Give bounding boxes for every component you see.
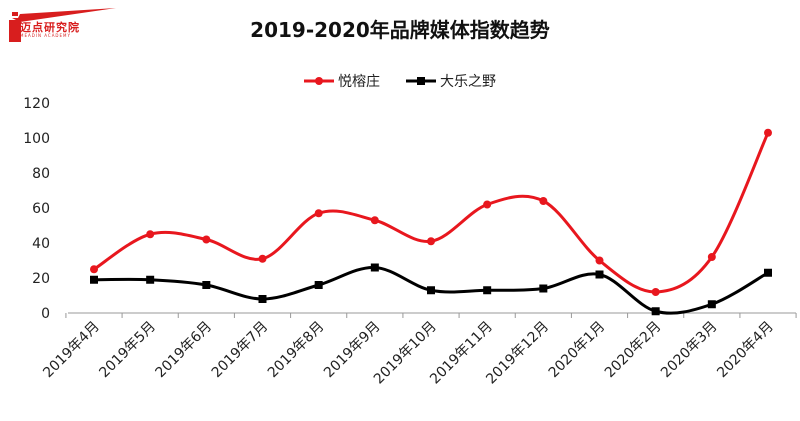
y-tick-label: 100 — [23, 131, 50, 147]
chart-title: 2019-2020年品牌媒体指数趋势 — [250, 18, 550, 42]
x-tick-label: 2020年2月 — [602, 319, 665, 382]
legend-label-series-2: 大乐之野 — [440, 74, 496, 90]
y-tick-label: 0 — [41, 306, 50, 322]
series-1-point — [651, 288, 660, 296]
legend-marker-series-1 — [315, 77, 323, 85]
series-1-point — [314, 209, 323, 218]
series-2-point — [427, 286, 435, 295]
series-2-point — [370, 263, 379, 272]
series-2-point — [314, 281, 323, 289]
x-tick-label: 2019年7月 — [209, 319, 272, 382]
logo-flag-icon — [12, 8, 116, 22]
x-tick-label: 2020年4月 — [714, 319, 777, 382]
y-tick-label: 20 — [32, 271, 50, 287]
series-2-point — [764, 268, 772, 277]
legend: 悦榕庄 大乐之野 — [304, 73, 496, 90]
series-2-point — [483, 286, 492, 295]
logo-subtext: MEADIN ACADEMY — [20, 33, 71, 38]
x-tick-label: 2019年8月 — [265, 319, 328, 382]
series-2-point — [90, 275, 98, 284]
series-2-point — [595, 270, 604, 279]
series-2-point — [707, 300, 716, 309]
x-axis: 2019年4月2019年5月2019年6月2019年7月2019年8月2019年… — [40, 312, 797, 387]
y-tick-label: 40 — [32, 236, 50, 252]
legend-marker-series-2 — [417, 77, 425, 85]
x-tick-label: 2020年3月 — [658, 319, 721, 382]
series-1-point — [764, 128, 772, 137]
series-1-point — [202, 235, 211, 244]
series-1-point — [370, 216, 379, 225]
series-1-point — [258, 254, 267, 263]
x-tick-label: 2019年4月 — [40, 319, 103, 382]
x-tick-label: 2020年1月 — [546, 319, 609, 382]
series-1-point — [483, 200, 492, 209]
plot-area — [90, 128, 772, 316]
series-1-point — [90, 265, 98, 274]
series-1-point — [539, 197, 548, 205]
series-2-point — [651, 307, 660, 316]
logo — [9, 8, 116, 42]
series-1-point — [707, 253, 716, 261]
series-1-point — [146, 230, 155, 239]
logo-mark-base — [9, 20, 21, 42]
y-tick-label: 60 — [32, 201, 50, 217]
series-1-point — [595, 256, 604, 265]
x-tick-label: 2019年6月 — [153, 319, 216, 382]
series-2-point — [146, 275, 155, 284]
series-2-point — [258, 295, 267, 303]
y-axis: 0 20 40 60 80 100 120 — [23, 96, 50, 322]
series-2-point — [539, 284, 548, 293]
series-1-line — [93, 132, 770, 294]
y-tick-label: 80 — [32, 166, 50, 182]
x-tick-label: 2019年5月 — [96, 319, 159, 382]
y-tick-label: 120 — [23, 96, 50, 112]
legend-label-series-1: 悦榕庄 — [338, 73, 380, 90]
series-1-point — [427, 237, 435, 246]
series-2-point — [202, 281, 211, 289]
logo-text: 迈点研究院 — [20, 21, 80, 34]
